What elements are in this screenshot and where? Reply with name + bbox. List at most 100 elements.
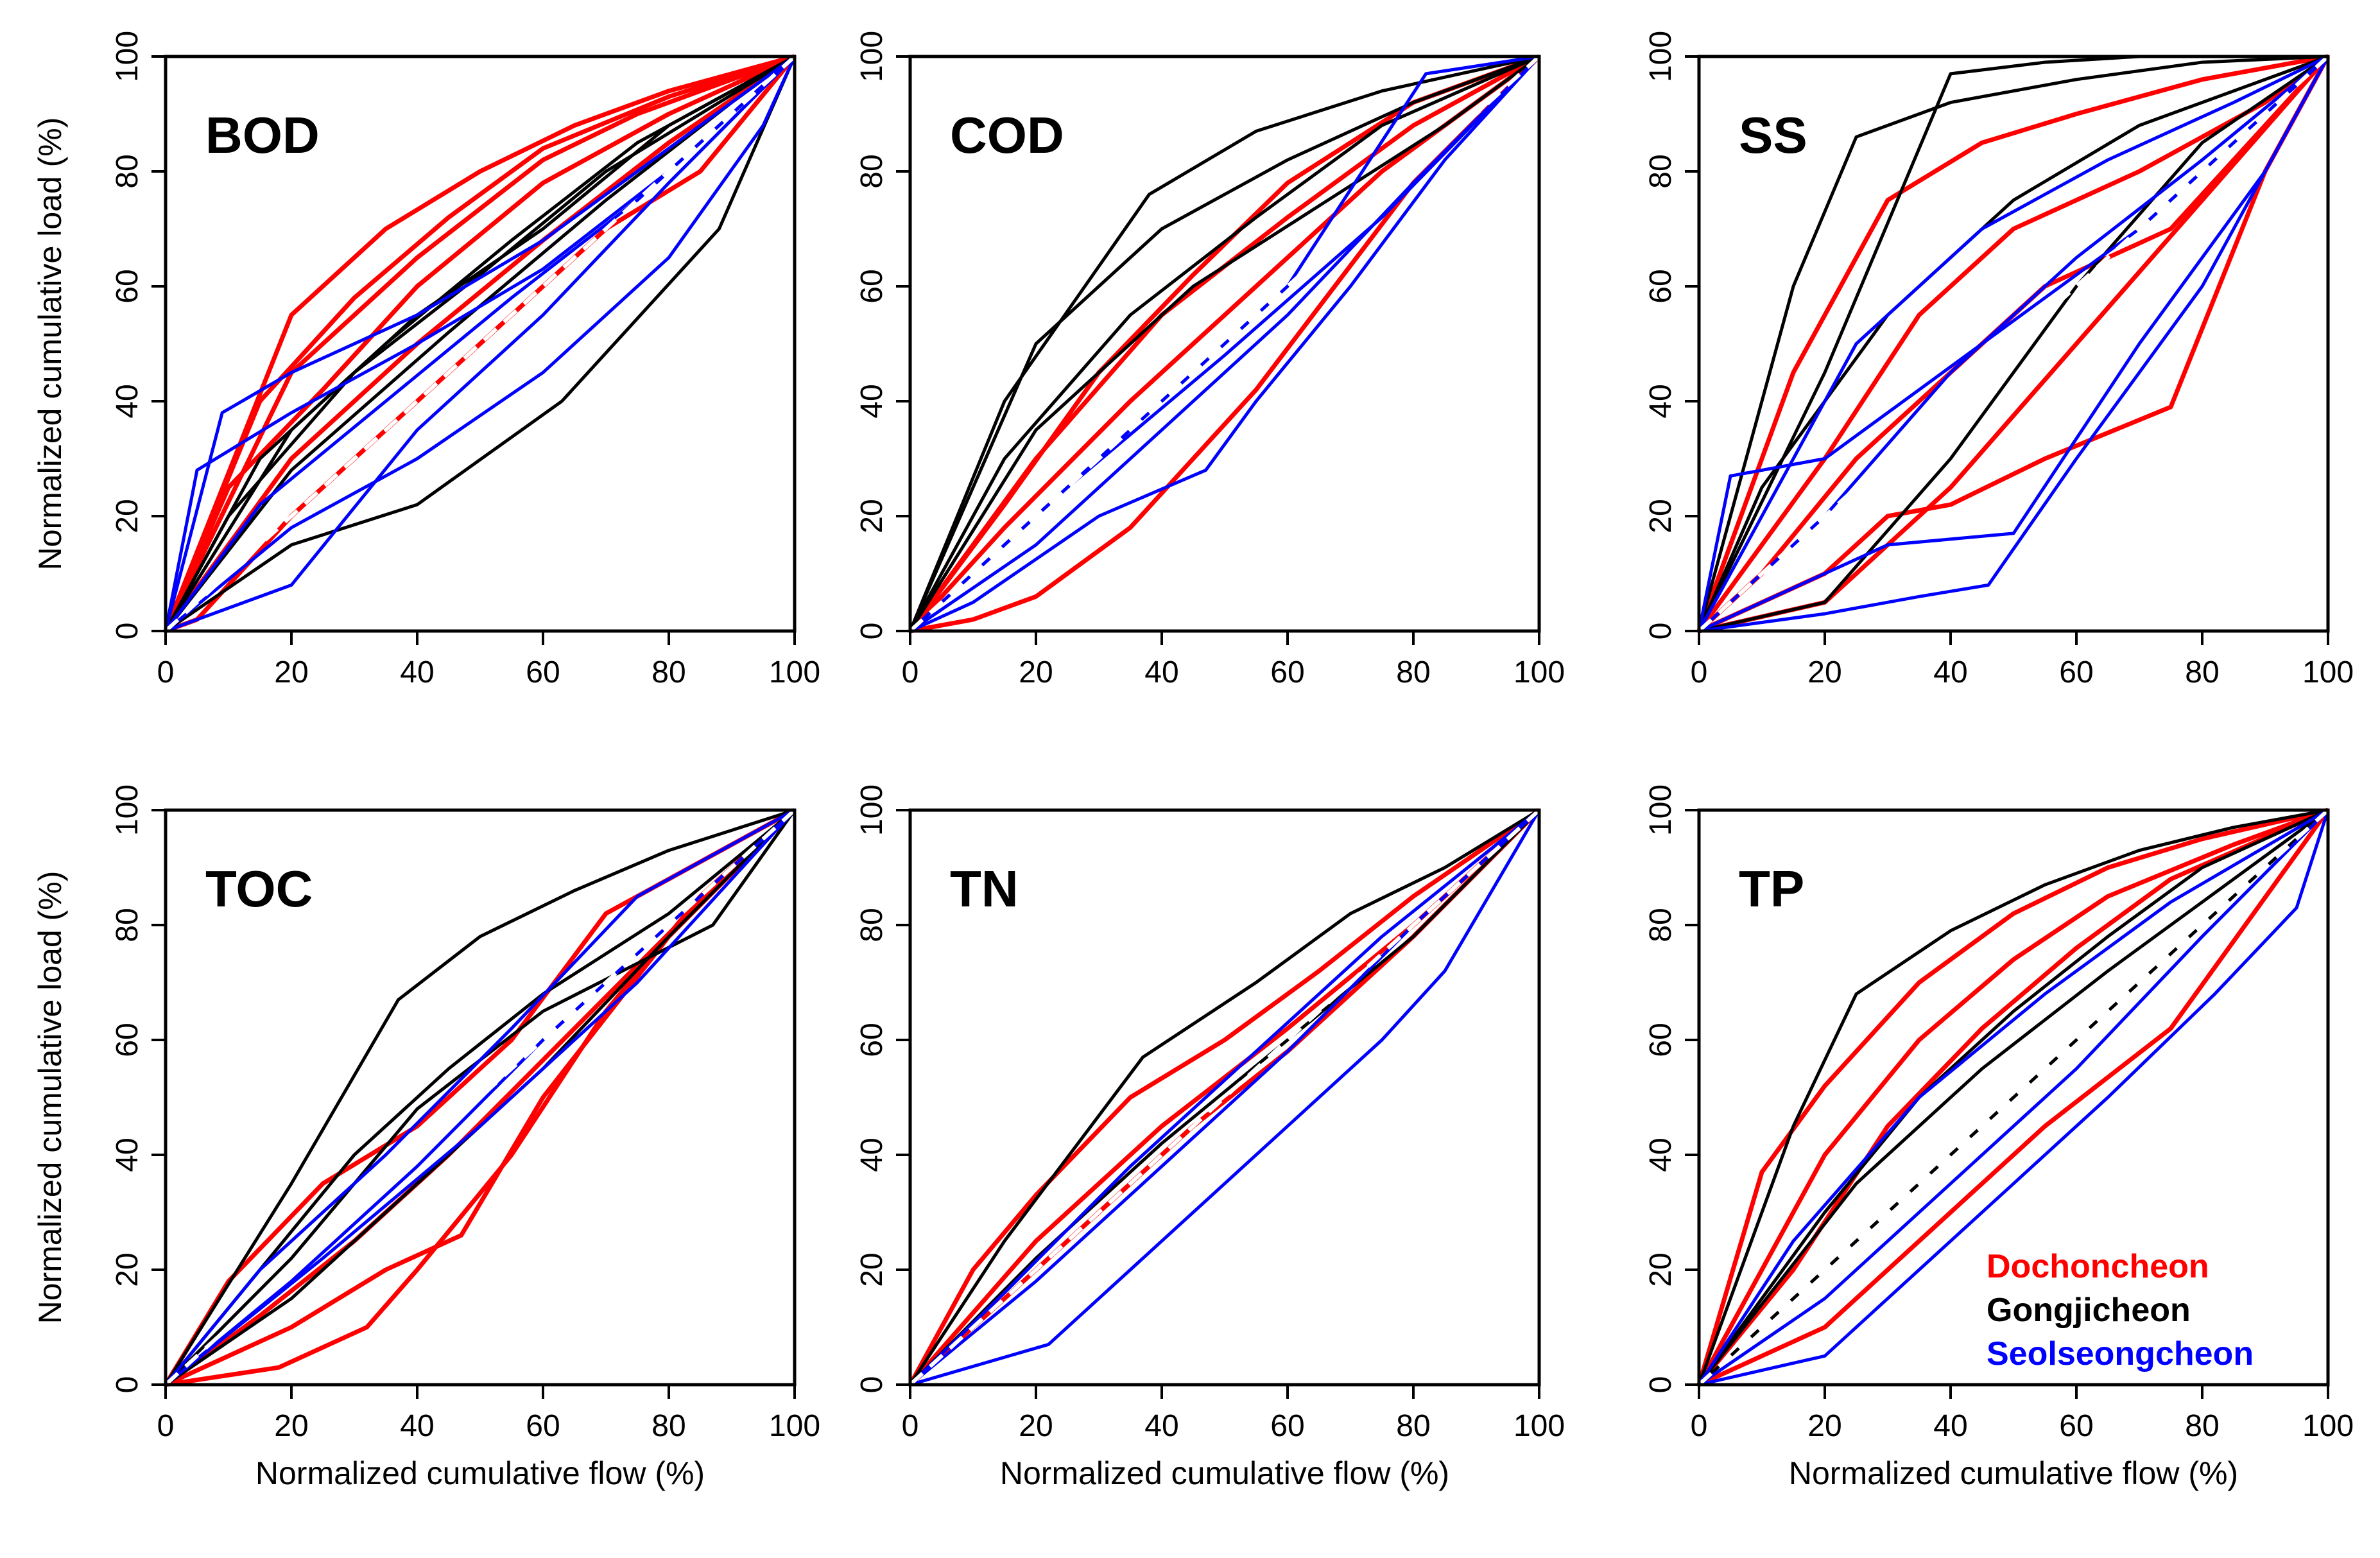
curve-dochoncheon-3 xyxy=(1698,808,2330,1387)
x-tick-label: 60 xyxy=(526,1409,560,1443)
curve-gongjicheon-4 xyxy=(1698,55,2329,633)
x-tick-label: 20 xyxy=(1019,655,1053,689)
x-tick-label: 80 xyxy=(2185,1409,2219,1443)
plot-frame xyxy=(164,55,797,633)
series-gongjicheon xyxy=(908,55,1540,632)
x-tick-label: 100 xyxy=(769,1409,820,1443)
x-tick-label: 60 xyxy=(2059,1409,2093,1443)
series-dochoncheon xyxy=(1696,808,2330,1387)
y-tick-label: 0 xyxy=(1644,623,1678,640)
x-tick-label: 40 xyxy=(1933,1409,1967,1443)
y-tick-label: 0 xyxy=(110,1376,144,1394)
y-tick-label: 0 xyxy=(855,1376,889,1394)
plot-frame xyxy=(908,808,1541,1387)
y-tick-label: 40 xyxy=(1644,384,1678,418)
y-tick-label: 60 xyxy=(855,269,889,303)
panel-title-ss: SS xyxy=(1739,107,1807,164)
curve-seolseongcheon-3 xyxy=(165,55,796,633)
curve-gongjicheon-5 xyxy=(164,55,796,632)
panel-toc: 0 20 40 60 80 100 0 20 40 60 80 100 TOC Normalized cu… xyxy=(32,784,820,1491)
curve-seolseongcheon-1 xyxy=(1698,55,2330,633)
y-tick-label: 20 xyxy=(110,1252,144,1286)
panel-cod: 0 20 40 60 80 100 0 20 40 60 80 100 COD xyxy=(855,31,1565,689)
curve-seolseongcheon-2 xyxy=(164,808,796,1386)
x-tick-label: 80 xyxy=(1396,1409,1430,1443)
y-tick-label: 80 xyxy=(110,908,144,942)
curve-dochoncheon-4 xyxy=(1696,808,2329,1386)
x-tick-label: 0 xyxy=(1691,1409,1708,1443)
y-tick-label: 0 xyxy=(110,623,144,640)
x-axis-title: Normalized cumulative flow (%) xyxy=(1000,1455,1449,1491)
series-seolseongcheon xyxy=(1697,808,2330,1387)
x-axis-title: Normalized cumulative flow (%) xyxy=(255,1455,705,1491)
curve-seolseongcheon-2 xyxy=(1698,809,2329,1387)
reference-line xyxy=(1697,808,2330,1387)
reference-line xyxy=(908,55,1541,633)
x-tick-label: 20 xyxy=(274,1409,308,1443)
x-tick-label: 20 xyxy=(1807,1409,1841,1443)
x-tick-label: 100 xyxy=(769,655,820,689)
x-tick-label: 40 xyxy=(1144,655,1178,689)
x-tick-label: 20 xyxy=(1019,1409,1053,1443)
plot-frame xyxy=(164,808,797,1387)
y-tick-label: 20 xyxy=(110,499,144,533)
x-tick-label: 60 xyxy=(1270,1409,1304,1443)
curve-gongjicheon-4 xyxy=(908,55,1540,632)
y-tick-label: 40 xyxy=(1644,1138,1678,1172)
legend-entry-seolseongcheon: Seolseongcheon xyxy=(1987,1335,2254,1372)
y-tick-label: 20 xyxy=(1644,1252,1678,1286)
panel-ss: 0 20 40 60 80 100 0 20 40 60 80 100 SS xyxy=(1644,31,2354,689)
x-tick-label: 0 xyxy=(157,1409,175,1443)
y-tick-label: 100 xyxy=(110,31,144,82)
curve-gongjicheon-1 xyxy=(164,808,795,1386)
curve-gongjicheon-2 xyxy=(1697,808,2329,1386)
curve-seolseongcheon-4 xyxy=(164,55,797,632)
x-tick-label: 80 xyxy=(1396,655,1430,689)
curve-seolseongcheon-3 xyxy=(1697,808,2329,1386)
x-tick-label: 60 xyxy=(526,655,560,689)
y-tick-label: 100 xyxy=(110,784,144,836)
y-tick-label: 40 xyxy=(855,384,889,418)
x-tick-label: 100 xyxy=(1513,1409,1565,1443)
panel-tp: 0 20 40 60 80 100 0 20 40 60 80 100 TP Normalized cum… xyxy=(1644,784,2354,1491)
y-tick-label: 0 xyxy=(1644,1376,1678,1394)
plot-frame xyxy=(908,55,1541,633)
curve-dochoncheon-1 xyxy=(1698,55,2331,634)
x-tick-label: 20 xyxy=(274,655,308,689)
curve-seolseongcheon-5 xyxy=(1697,55,2329,632)
curve-seolseongcheon-1 xyxy=(910,809,1541,1387)
y-axis-title: Normalized cumulative load (%) xyxy=(32,871,68,1324)
curve-dochoncheon-2 xyxy=(1696,54,2329,632)
curve-seolseongcheon-3 xyxy=(909,809,1540,1386)
y-tick-label: 40 xyxy=(110,1138,144,1172)
reference-line xyxy=(908,808,1541,1387)
x-tick-label: 60 xyxy=(2059,655,2093,689)
curve-gongjicheon-1 xyxy=(908,55,1540,632)
y-tick-label: 100 xyxy=(1644,784,1678,836)
reference-line xyxy=(164,55,797,633)
curve-dochoncheon-2 xyxy=(1697,808,2329,1387)
curve-seolseongcheon-3 xyxy=(1698,55,2330,633)
curve-seolseongcheon-1 xyxy=(1698,809,2330,1387)
curve-seolseongcheon-1 xyxy=(909,55,1540,633)
curve-seolseongcheon-3 xyxy=(164,809,796,1386)
legend-entry-gongjicheon: Gongjicheon xyxy=(1987,1292,2191,1329)
x-tick-label: 40 xyxy=(1933,655,1967,689)
panel-tn: 0 20 40 60 80 100 0 20 40 60 80 100 TN Normalized cum… xyxy=(855,784,1565,1491)
y-tick-label: 100 xyxy=(855,784,889,836)
x-tick-label: 80 xyxy=(651,1409,686,1443)
panel-title-tp: TP xyxy=(1739,860,1804,917)
plot-frame xyxy=(1697,55,2330,633)
y-tick-label: 0 xyxy=(855,623,889,640)
curve-gongjicheon-1 xyxy=(1697,55,2329,632)
curve-gongjicheon-2 xyxy=(909,809,1540,1386)
x-tick-label: 40 xyxy=(400,1409,434,1443)
legend-entry-dochoncheon: Dochoncheon xyxy=(1987,1248,2209,1285)
x-axis-title: Normalized cumulative flow (%) xyxy=(1789,1455,2238,1491)
y-tick-label: 100 xyxy=(1644,31,1678,82)
x-tick-label: 60 xyxy=(1270,655,1304,689)
x-tick-label: 0 xyxy=(902,655,919,689)
curve-dochoncheon-1 xyxy=(1696,808,2329,1385)
curve-seolseongcheon-1 xyxy=(164,55,796,632)
y-tick-label: 60 xyxy=(110,269,144,303)
